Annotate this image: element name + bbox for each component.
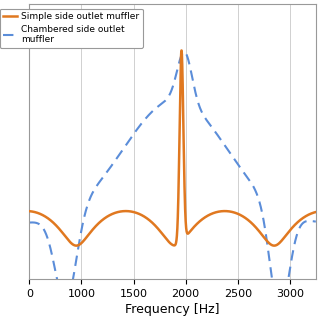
...bered side outlet
...ffler: [137, 125, 141, 129]
...e outlet muffler: [28, 209, 31, 213]
...bered side outlet
...ffler: [182, 50, 186, 54]
Line: ...bered side outlet
...ffler: ...bered side outlet ...ffler: [29, 52, 316, 312]
...e outlet muffler: [74, 244, 78, 248]
...e outlet muffler: [214, 211, 218, 214]
...bered side outlet
...ffler: [314, 220, 318, 224]
...e outlet muffler: [80, 241, 84, 245]
...bered side outlet
...ffler: [28, 220, 31, 224]
X-axis label: Frequency [Hz]: Frequency [Hz]: [125, 303, 220, 316]
...e outlet muffler: [199, 218, 203, 222]
...e outlet muffler: [241, 215, 245, 219]
...e outlet muffler: [137, 212, 141, 216]
...bered side outlet
...ffler: [79, 228, 83, 232]
Line: ...e outlet muffler: ...e outlet muffler: [29, 51, 316, 246]
...e outlet muffler: [314, 210, 318, 214]
...e outlet muffler: [180, 49, 183, 52]
...bered side outlet
...ffler: [241, 170, 245, 173]
...bered side outlet
...ffler: [214, 131, 218, 134]
...e outlet muffler: [263, 237, 267, 241]
...bered side outlet
...ffler: [263, 227, 267, 230]
Legend: Simple side outlet muffler, Chambered side outlet
muffler: Simple side outlet muffler, Chambered si…: [0, 9, 143, 48]
...bered side outlet
...ffler: [278, 310, 282, 314]
...bered side outlet
...ffler: [199, 109, 203, 113]
